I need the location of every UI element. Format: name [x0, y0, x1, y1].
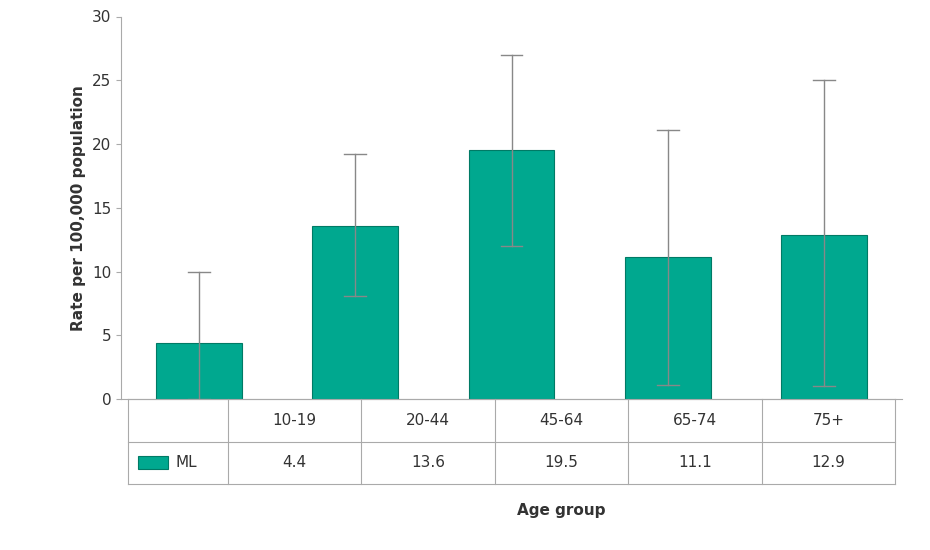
Y-axis label: Rate per 100,000 population: Rate per 100,000 population [72, 85, 86, 331]
Bar [469, 150, 554, 399]
Text: 19.5: 19.5 [545, 455, 578, 470]
Text: 11.1: 11.1 [678, 455, 712, 470]
Bar [781, 234, 867, 399]
Text: 4.4: 4.4 [283, 455, 307, 470]
Text: Age group: Age group [517, 503, 605, 518]
Bar [156, 343, 242, 399]
Text: 20-44: 20-44 [406, 412, 450, 428]
Text: 65-74: 65-74 [673, 412, 717, 428]
Text: 13.6: 13.6 [411, 455, 445, 470]
Bar [625, 257, 711, 399]
Bar [312, 226, 398, 399]
Text: 75+: 75+ [813, 412, 844, 428]
Text: 10-19: 10-19 [272, 412, 316, 428]
Text: ML: ML [176, 455, 197, 470]
Bar [139, 456, 167, 469]
Text: 45-64: 45-64 [539, 412, 584, 428]
Text: 12.9: 12.9 [812, 455, 845, 470]
